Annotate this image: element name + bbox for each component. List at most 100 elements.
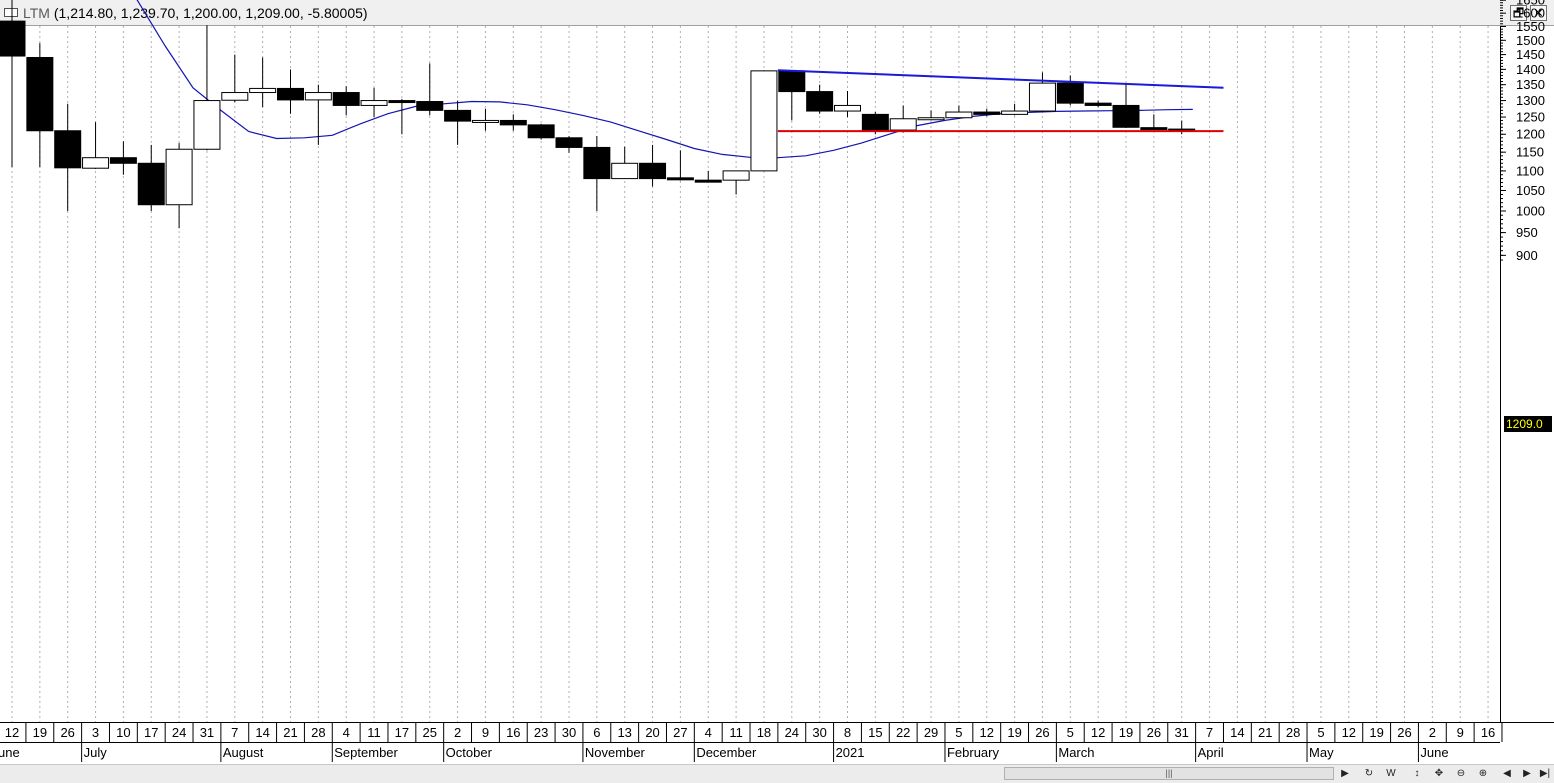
timeframe-button[interactable]: W bbox=[1386, 768, 1396, 779]
price-tick-label: 1000 bbox=[1516, 204, 1545, 219]
close-icon: ✕ bbox=[1533, 6, 1544, 20]
grid bbox=[11, 26, 1489, 722]
candle-body-bull bbox=[750, 70, 778, 172]
candle-body-bear bbox=[499, 119, 527, 126]
week-label: 12 bbox=[1342, 725, 1356, 740]
price-tick-label: 1250 bbox=[1516, 110, 1545, 125]
restore-window-button[interactable]: 🗗 bbox=[1510, 5, 1527, 21]
price-axis: 9009501000105011001150120012501300135014… bbox=[1500, 0, 1554, 722]
week-label: 27 bbox=[673, 725, 687, 740]
candle-body-bear bbox=[666, 177, 694, 181]
candle-body-bear bbox=[0, 20, 26, 57]
candle-body-bull bbox=[471, 119, 499, 123]
candle-body-bear bbox=[973, 111, 1001, 115]
candle-body-bull bbox=[834, 104, 861, 112]
candle-body-bull bbox=[945, 111, 973, 119]
week-label: 10 bbox=[116, 725, 130, 740]
month-label: October bbox=[446, 745, 493, 760]
candle-body-bull bbox=[193, 100, 221, 150]
month-label: April bbox=[1198, 745, 1224, 760]
week-label: 6 bbox=[593, 725, 600, 740]
close-window-button[interactable]: ✕ bbox=[1530, 5, 1547, 21]
price-tick-label: 1650 bbox=[1516, 0, 1545, 8]
scroll-right-arrow-icon[interactable]: ▶ bbox=[1341, 768, 1349, 779]
week-label: 4 bbox=[343, 725, 350, 740]
week-label: 24 bbox=[172, 725, 186, 740]
week-label: 24 bbox=[785, 725, 799, 740]
zoom-out-icon[interactable]: ⊖ bbox=[1456, 768, 1466, 779]
week-label: 17 bbox=[395, 725, 409, 740]
candle-body-bear bbox=[639, 162, 667, 180]
week-label: 19 bbox=[33, 725, 47, 740]
week-label: 26 bbox=[1147, 725, 1161, 740]
week-label: 9 bbox=[482, 725, 489, 740]
candle-body-bear bbox=[137, 162, 165, 206]
week-label: 29 bbox=[924, 725, 938, 740]
week-label: 8 bbox=[844, 725, 851, 740]
candle-body-bear bbox=[416, 101, 444, 111]
month-label: February bbox=[947, 745, 1000, 760]
price-tick-label: 1300 bbox=[1516, 93, 1545, 108]
scroll-end-icon[interactable]: ▶| bbox=[1539, 768, 1551, 779]
week-label: 2 bbox=[1429, 725, 1436, 740]
candle-body-bear bbox=[444, 109, 472, 122]
week-label: 25 bbox=[423, 725, 437, 740]
vertical-zoom-icon[interactable]: ↕ bbox=[1414, 768, 1420, 779]
candle-body-bear bbox=[527, 124, 555, 139]
candle-body-bear bbox=[388, 100, 416, 104]
scrollbar-thumb[interactable]: ||| bbox=[1004, 767, 1334, 780]
candle-body-bear bbox=[1084, 102, 1112, 106]
candle-body-bull bbox=[249, 87, 277, 94]
candle-body-bull bbox=[1028, 82, 1056, 112]
scroll-right-icon[interactable]: ▶ bbox=[1523, 768, 1531, 779]
zoom-in-icon[interactable]: ⊕ bbox=[1478, 768, 1488, 779]
week-label: 21 bbox=[283, 725, 297, 740]
candle-body-bull bbox=[304, 92, 332, 101]
candle-body-bull bbox=[917, 117, 945, 121]
month-label: August bbox=[223, 745, 264, 760]
candle-body-bull bbox=[165, 148, 193, 206]
candle-body-bear bbox=[277, 87, 304, 101]
week-label: 20 bbox=[645, 725, 659, 740]
month-label: June bbox=[1420, 745, 1448, 760]
candle-body-bear bbox=[778, 70, 806, 93]
week-label: 18 bbox=[757, 725, 771, 740]
candle-body-bear bbox=[26, 56, 54, 132]
candle-body-bull bbox=[722, 170, 750, 181]
candle-body-bull bbox=[82, 157, 110, 169]
month-label: December bbox=[696, 745, 757, 760]
chart-title: LTM (1,214.80, 1,239.70, 1,200.00, 1,209… bbox=[23, 5, 368, 21]
price-tick-label: 1600 bbox=[1516, 6, 1545, 21]
symbol-label: LTM bbox=[23, 5, 50, 21]
drawn-lines bbox=[777, 69, 1224, 133]
candle-body-bear bbox=[1056, 82, 1084, 104]
week-label: 22 bbox=[896, 725, 910, 740]
candle-body-bear bbox=[332, 92, 360, 106]
cycle-icon[interactable]: ↻ bbox=[1364, 768, 1374, 779]
week-label: 12 bbox=[5, 725, 19, 740]
pan-icon[interactable]: ✥ bbox=[1434, 768, 1444, 779]
week-label: 11 bbox=[367, 725, 381, 740]
moving-average bbox=[136, 0, 1193, 159]
week-label: 28 bbox=[311, 725, 325, 740]
price-tick-label: 1450 bbox=[1516, 47, 1545, 62]
candle-body-bear bbox=[583, 146, 611, 180]
price-tick-label: 950 bbox=[1516, 225, 1538, 240]
week-label: 17 bbox=[144, 725, 158, 740]
price-tick-label: 1350 bbox=[1516, 77, 1545, 92]
price-tick-label: 1550 bbox=[1516, 19, 1545, 34]
week-label: 26 bbox=[1397, 725, 1411, 740]
week-label: 19 bbox=[1119, 725, 1133, 740]
candle-body-bear bbox=[1112, 104, 1140, 128]
week-label: 5 bbox=[1317, 725, 1324, 740]
price-chart[interactable]: 9009501000105011001150120012501300135014… bbox=[0, 0, 1554, 764]
week-label: 30 bbox=[562, 725, 576, 740]
scroll-left-icon[interactable]: ◀ bbox=[1503, 768, 1511, 779]
month-label: March bbox=[1058, 745, 1094, 760]
price-tick-label: 900 bbox=[1516, 248, 1538, 263]
candle-body-bear bbox=[861, 113, 889, 131]
month-label: July bbox=[84, 745, 108, 760]
week-label: 31 bbox=[1174, 725, 1188, 740]
horizontal-scrollbar[interactable]: ||| ▶ ↻ W ↕ ✥ ⊖ ⊕ ◀ ▶ ▶| bbox=[0, 764, 1554, 783]
week-label: 16 bbox=[506, 725, 520, 740]
